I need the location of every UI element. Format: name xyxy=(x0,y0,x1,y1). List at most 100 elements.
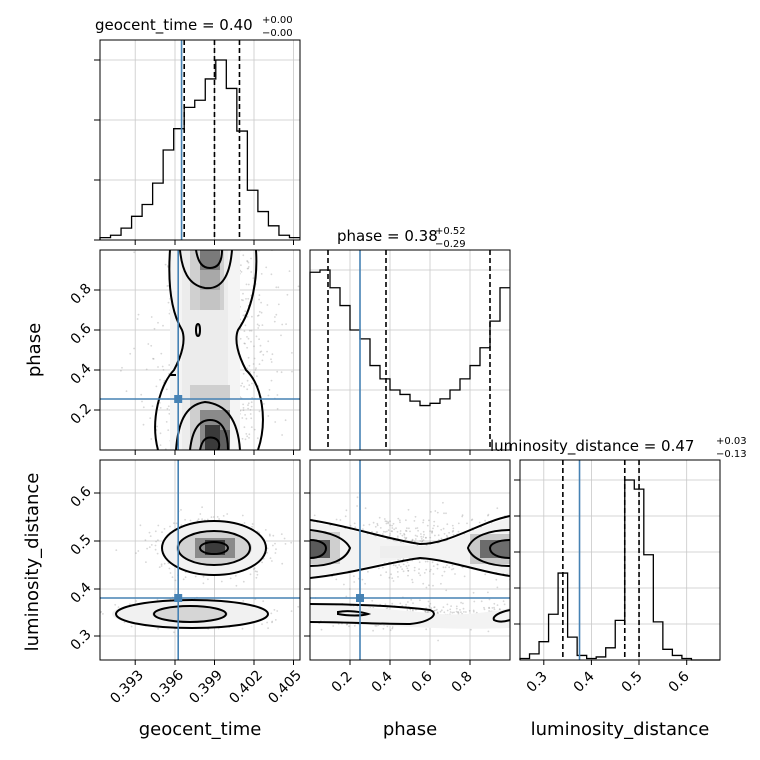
svg-text:0.4: 0.4 xyxy=(571,669,598,696)
sample-geocent-time-luminosity-distance-point xyxy=(93,624,95,626)
sample-phase-luminosity-distance-point xyxy=(409,608,412,611)
sample-phase-luminosity-distance-point xyxy=(436,611,439,614)
sample-phase-luminosity-distance-point xyxy=(389,524,391,527)
sample-geocent-time-phase-point xyxy=(161,365,164,368)
sample-geocent-time-phase-point xyxy=(155,385,158,388)
sample-geocent-time-luminosity-distance-point xyxy=(241,514,244,517)
sample-phase-luminosity-distance-point xyxy=(422,582,425,585)
sample-phase-luminosity-distance-point xyxy=(418,561,421,564)
sample-geocent-time-phase-point xyxy=(291,370,293,373)
sample-phase-luminosity-distance-point xyxy=(451,568,453,571)
sample-phase-luminosity-distance-point xyxy=(414,538,417,540)
sample-geocent-time-phase-point xyxy=(243,330,246,332)
sample-phase-luminosity-distance-point xyxy=(487,513,490,516)
sample-geocent-time-luminosity-distance-point xyxy=(222,515,225,517)
sample-phase-luminosity-distance-point xyxy=(446,603,449,606)
sample-phase-luminosity-distance-point xyxy=(493,606,495,609)
sample-phase-luminosity-distance-point xyxy=(472,609,475,612)
sample-geocent-time-luminosity-distance-point xyxy=(171,576,174,579)
sample-geocent-time-luminosity-distance-point xyxy=(65,603,67,605)
sample-phase-luminosity-distance-point xyxy=(412,609,414,612)
sample-phase-luminosity-distance-point xyxy=(445,512,447,515)
sample-phase-luminosity-distance-point xyxy=(440,528,443,531)
sample-geocent-time-phase-point xyxy=(247,297,250,300)
sample-geocent-time-phase-point xyxy=(265,266,268,269)
sample-geocent-time-phase-point xyxy=(252,363,255,365)
sample-phase-luminosity-distance-point xyxy=(389,629,392,632)
sample-phase-luminosity-distance-point xyxy=(422,521,424,524)
sample-phase-luminosity-distance-point xyxy=(422,530,425,533)
sample-phase-luminosity-distance-point xyxy=(446,523,449,526)
sample-phase-luminosity-distance-point xyxy=(364,507,367,510)
title-phase-minus: −0.29 xyxy=(435,239,466,250)
sample-phase-luminosity-distance-point xyxy=(422,519,425,522)
sample-geocent-time-phase-point xyxy=(168,312,171,315)
sample-geocent-time-luminosity-distance-point xyxy=(280,533,283,535)
sample-geocent-time-luminosity-distance-point xyxy=(156,598,159,601)
sample-phase-luminosity-distance-point xyxy=(430,607,433,609)
sample-geocent-time-luminosity-distance-point xyxy=(206,518,209,521)
sample-geocent-time-luminosity-distance-point xyxy=(155,540,158,543)
sample-phase-luminosity-distance-point xyxy=(405,536,408,539)
sample-geocent-time-phase-point xyxy=(250,271,253,273)
sample-geocent-time-luminosity-distance-point xyxy=(173,522,175,525)
ticks-2d-geocent-time-luminosity-distance xyxy=(94,492,294,665)
sample-geocent-time-luminosity-distance-point xyxy=(137,550,140,552)
sample-phase-luminosity-distance-point xyxy=(436,525,439,528)
sample-phase-luminosity-distance-point xyxy=(356,505,358,507)
sample-geocent-time-luminosity-distance-point xyxy=(272,534,275,537)
sample-phase-luminosity-distance-point xyxy=(407,574,409,577)
sample-geocent-time-phase-point xyxy=(243,426,246,429)
sample-geocent-time-phase-point xyxy=(149,417,152,419)
svg-text:0.8: 0.8 xyxy=(449,669,476,696)
sample-geocent-time-phase-point xyxy=(157,366,159,368)
sample-geocent-time-phase-point xyxy=(251,382,253,385)
sample-geocent-time-luminosity-distance-point xyxy=(276,610,279,612)
title-geocent-time-plus: +0.00 xyxy=(262,15,293,26)
sample-geocent-time-luminosity-distance-point xyxy=(216,516,219,518)
sample-phase-luminosity-distance-point xyxy=(396,566,399,569)
sample-geocent-time-phase-point xyxy=(250,401,253,404)
sample-geocent-time-phase-point xyxy=(284,419,287,422)
sample-phase-luminosity-distance-point xyxy=(425,536,427,539)
sample-phase-luminosity-distance-point xyxy=(348,625,350,628)
sample-geocent-time-phase-point xyxy=(247,407,250,410)
sample-geocent-time-luminosity-distance-point xyxy=(157,539,159,541)
sample-geocent-time-phase-point xyxy=(263,403,265,405)
ylabel-luminosity-distance: luminosity_distance xyxy=(22,473,43,652)
sample-phase-luminosity-distance-point xyxy=(411,539,414,542)
sample-geocent-time-phase-point xyxy=(159,378,161,381)
sample-phase-luminosity-distance-point xyxy=(392,522,395,525)
panel-2d-phase-luminosity-distance: 0.2 0.4 0.6 0.8 phase xyxy=(304,459,511,740)
sample-phase-luminosity-distance-point xyxy=(484,573,487,576)
sample-phase-luminosity-distance-point xyxy=(409,530,411,533)
sample-geocent-time-luminosity-distance-point xyxy=(242,580,245,583)
sample-phase-luminosity-distance-point xyxy=(407,564,410,567)
sample-phase-luminosity-distance-point xyxy=(463,575,466,578)
sample-phase-luminosity-distance-point xyxy=(431,530,433,533)
sample-geocent-time-luminosity-distance-point xyxy=(249,573,252,576)
sample-geocent-time-luminosity-distance-point xyxy=(254,570,257,573)
sample-phase-luminosity-distance-point xyxy=(339,519,342,521)
sample-phase-luminosity-distance-point xyxy=(451,611,454,614)
sample-geocent-time-luminosity-distance-point xyxy=(154,544,157,547)
sample-geocent-time-phase-point xyxy=(247,261,250,264)
sample-phase-luminosity-distance-point xyxy=(449,611,452,613)
sample-geocent-time-luminosity-distance-point xyxy=(157,524,160,527)
sample-geocent-time-phase-point xyxy=(266,350,268,353)
sample-geocent-time-luminosity-distance-point xyxy=(163,562,166,565)
sample-geocent-time-luminosity-distance-point xyxy=(174,579,177,582)
sample-geocent-time-luminosity-distance-point xyxy=(264,529,267,531)
sample-phase-luminosity-distance-point xyxy=(455,605,458,608)
sample-phase-luminosity-distance-point xyxy=(429,530,431,532)
sample-geocent-time-luminosity-distance-point xyxy=(180,509,182,511)
sample-geocent-time-luminosity-distance-point xyxy=(169,572,172,574)
sample-geocent-time-phase-point xyxy=(242,372,245,375)
sample-geocent-time-phase-point xyxy=(270,361,273,363)
sample-geocent-time-phase-point xyxy=(250,426,253,428)
sample-geocent-time-phase-point xyxy=(258,363,261,365)
sample-geocent-time-phase-point xyxy=(255,367,257,369)
sample-phase-luminosity-distance-point xyxy=(406,609,409,611)
sample-geocent-time-phase-point xyxy=(133,251,136,254)
sample-phase-luminosity-distance-point xyxy=(385,520,388,523)
